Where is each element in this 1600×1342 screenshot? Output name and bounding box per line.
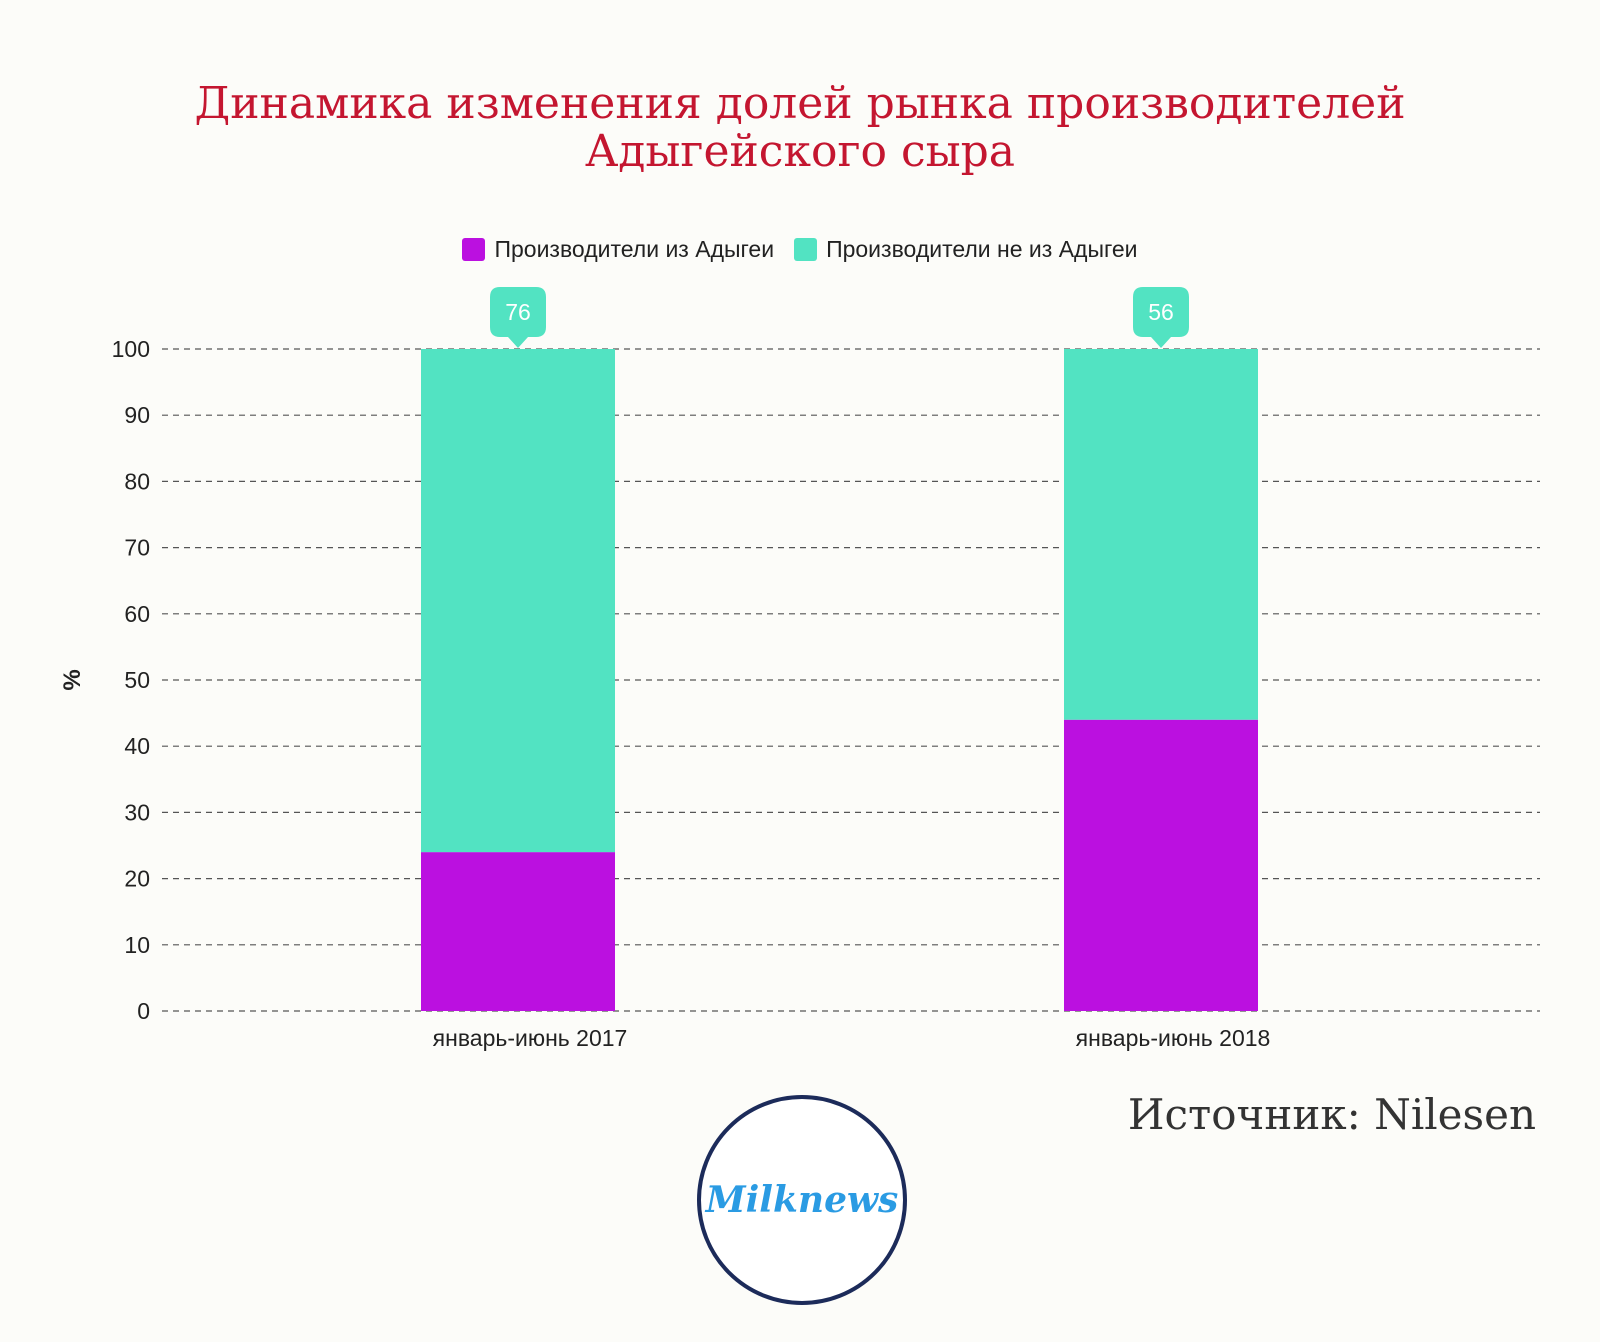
y-tick-label: 100 [112,336,150,362]
data-label: 76 [505,299,531,325]
legend-label-non-adygea: Производители не из Адыгеи [826,236,1138,262]
y-tick-label: 80 [124,468,150,494]
legend-item-adygea: Производители из Адыгеи [462,236,774,263]
bar-non-adygea-0 [421,349,615,853]
legend-swatch-adygea [462,238,486,261]
legend-item-non-adygea: Производители не из Адыгеи [794,236,1138,263]
chart-title-line1: Динамика изменения долей рынка производи… [194,78,1406,129]
y-axis-label: % [59,669,86,690]
y-tick-label: 10 [124,932,150,958]
chart-legend: Производители из Адыгеи Производители не… [0,236,1600,263]
y-tick-label: 30 [124,799,150,825]
y-tick-label: 40 [124,733,150,759]
y-tick-label: 0 [137,998,150,1024]
legend-label-adygea: Производители из Адыгеи [494,236,775,262]
data-label: 56 [1148,299,1174,325]
y-tick-label: 50 [124,667,150,693]
y-tick-label: 20 [124,866,150,892]
data-label-bubble [490,287,546,348]
chart-title: Динамика изменения долей рынка производи… [0,80,1600,176]
bar-adygea-0 [421,852,615,1011]
source-note: Источник: Nilesen [1127,1090,1536,1139]
bar-non-adygea-1 [1064,349,1258,720]
data-label-bubble [1133,287,1189,348]
x-tick-label: январь-июнь 2018 [1076,1025,1271,1051]
y-tick-label: 60 [124,601,150,627]
x-tick-label: январь-июнь 2017 [433,1025,628,1051]
bar-adygea-1 [1064,719,1258,1011]
milknews-logo: Milknews [697,1095,907,1305]
chart-title-line2: Адыгейского сыра [584,126,1016,177]
y-tick-label: 70 [124,535,150,561]
legend-swatch-non-adygea [794,238,818,261]
y-tick-label: 90 [124,402,150,428]
logo-text: Milknews [705,1179,899,1221]
